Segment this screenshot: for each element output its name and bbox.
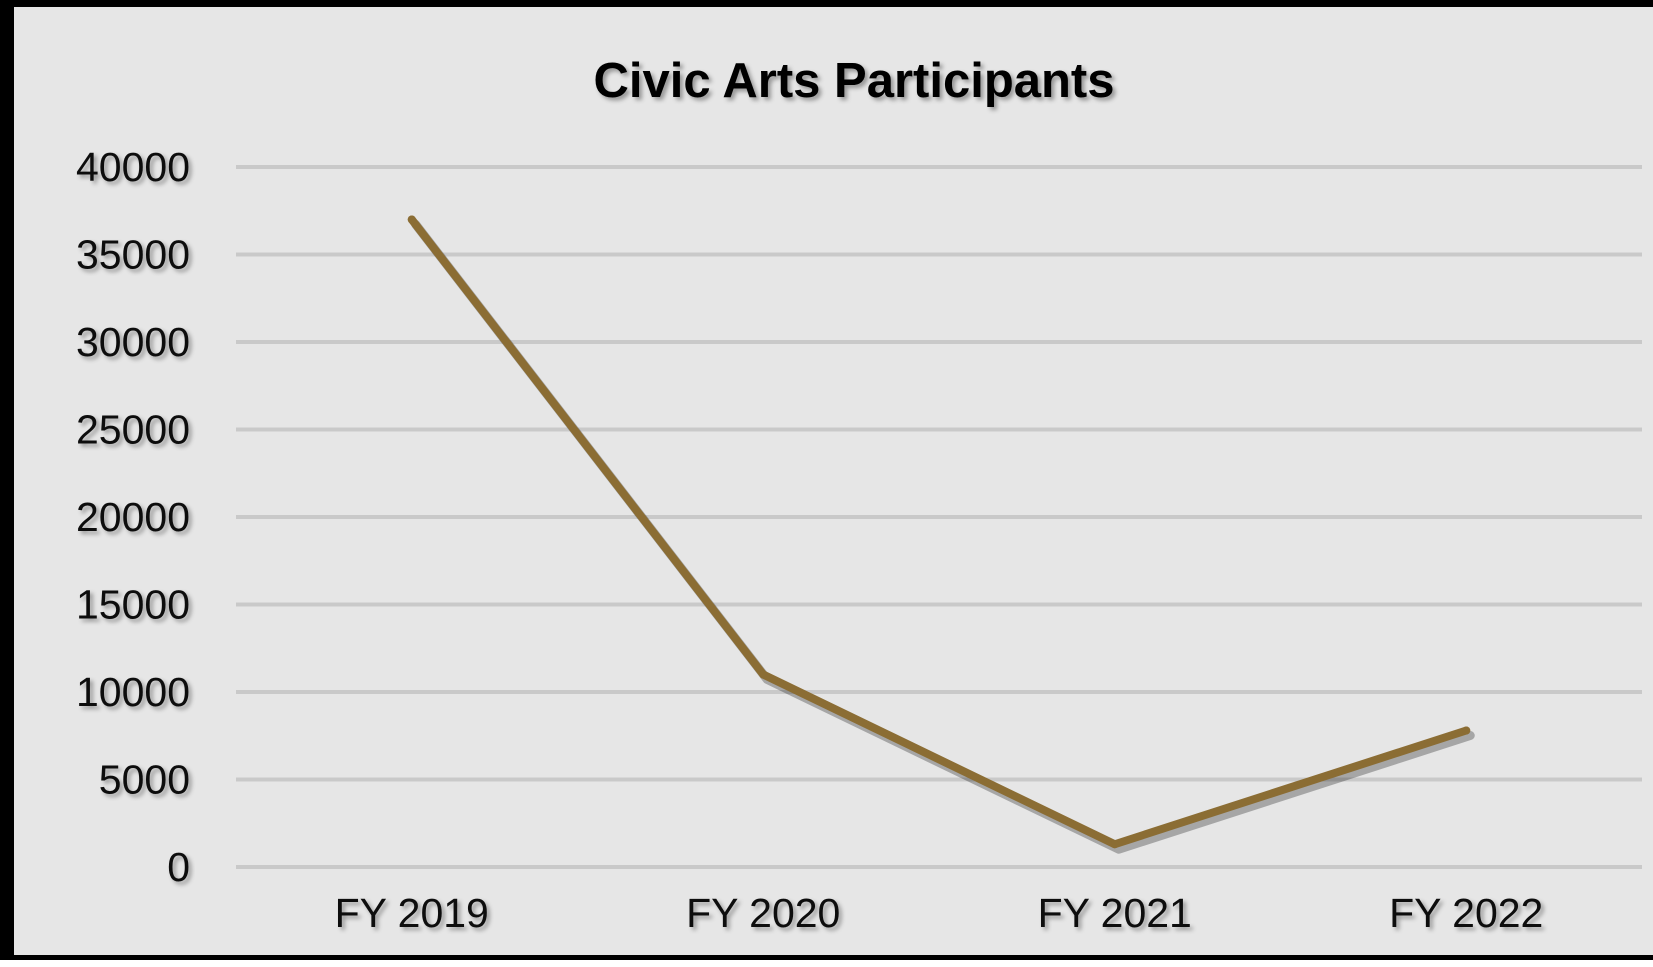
y-tick-label: 20000: [76, 494, 190, 540]
data-point: [407, 215, 416, 224]
y-tick-label: 10000: [76, 669, 190, 715]
data-point: [1110, 840, 1119, 849]
x-tick-label: FY 2022: [1389, 890, 1543, 936]
series-line: [407, 215, 1471, 849]
series-layer: [407, 215, 1475, 854]
x-tick-label: FY 2020: [686, 890, 840, 936]
y-tick-label: 30000: [76, 319, 190, 365]
data-point: [759, 670, 768, 679]
y-tick-label: 25000: [76, 407, 190, 453]
y-tick-label: 0: [167, 844, 190, 890]
series-line-shadow: [411, 220, 1475, 854]
y-tick-label: 40000: [76, 144, 190, 190]
y-tick-label: 35000: [76, 232, 190, 278]
data-point: [1462, 726, 1471, 735]
gridlines: [236, 165, 1642, 869]
x-tick-label: FY 2021: [1038, 890, 1192, 936]
line-chart: Civic Arts Participants 0 5000 10000 15000 2…: [76, 54, 1642, 936]
chart-title: Civic Arts Participants: [593, 54, 1114, 108]
y-tick-label: 5000: [99, 757, 190, 803]
x-axis-tick-labels: FY 2019 FY 2020 FY 2021 FY 2022: [335, 890, 1544, 936]
y-tick-label: 15000: [76, 582, 190, 628]
x-tick-label: FY 2019: [335, 890, 489, 936]
y-axis-tick-labels: 0 5000 10000 15000 20000 25000 30000 35000 40000: [76, 144, 190, 890]
